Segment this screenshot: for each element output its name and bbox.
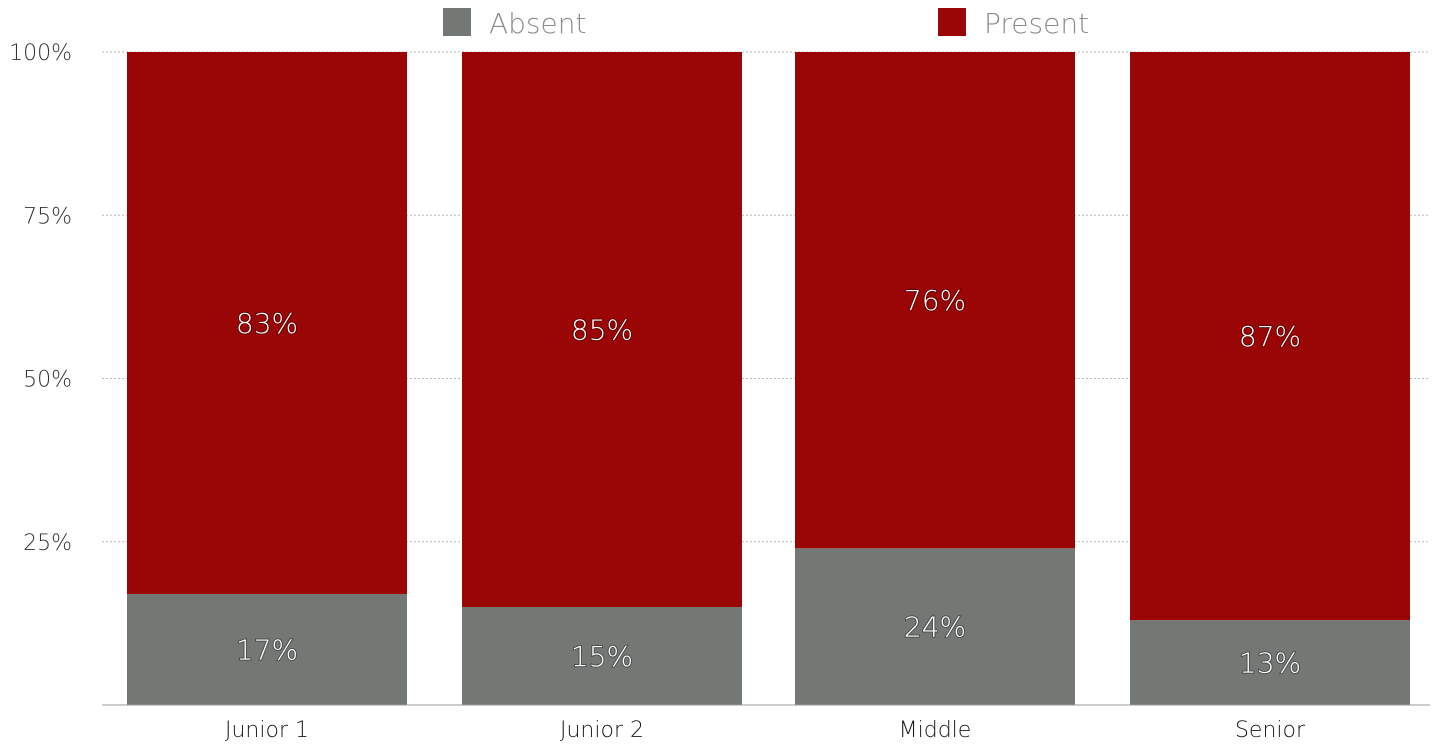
- data-label: 87%: [1239, 320, 1301, 353]
- y-tick-label: 50%: [23, 368, 72, 393]
- legend-swatch-present: [938, 8, 966, 36]
- bar-present-senior: [1130, 52, 1410, 621]
- bar-absent-junior-1: [127, 593, 407, 705]
- legend-label-absent: Absent: [489, 7, 586, 40]
- data-label: 24%: [904, 611, 966, 644]
- data-labels: 17% 83% 15% 85% 24% 76% 13% 87%: [235, 283, 1302, 680]
- bar-present-junior-2: [462, 52, 742, 608]
- data-label: 83%: [236, 307, 298, 340]
- y-tick-label: 100%: [9, 41, 72, 66]
- y-tick-label: 75%: [23, 204, 72, 229]
- data-label: 76%: [904, 284, 966, 317]
- x-category-label: Senior: [1235, 718, 1306, 743]
- legend: Absent Present: [443, 7, 1089, 40]
- y-tick-label: 25%: [23, 531, 72, 556]
- bar-present-junior-1: [127, 52, 407, 594]
- bars: [127, 52, 1410, 705]
- x-category-label: Junior 1: [225, 718, 309, 743]
- bar-absent-junior-2: [462, 607, 742, 705]
- x-category-label: Junior 2: [560, 718, 644, 743]
- data-label: 13%: [1239, 647, 1301, 680]
- bar-absent-middle: [795, 548, 1075, 705]
- legend-label-present: Present: [984, 7, 1089, 40]
- y-axis-ticks: 25% 50% 75% 100%: [9, 41, 72, 556]
- data-label: 15%: [571, 640, 633, 673]
- data-label: 85%: [571, 314, 633, 347]
- legend-swatch-absent: [443, 8, 471, 36]
- x-category-label: Middle: [899, 718, 972, 743]
- bar-absent-senior: [1130, 620, 1410, 705]
- x-axis-categories: Junior 1 Junior 2 Middle Senior: [225, 718, 1306, 743]
- bar-present-middle: [795, 52, 1075, 549]
- data-label: 17%: [236, 633, 298, 666]
